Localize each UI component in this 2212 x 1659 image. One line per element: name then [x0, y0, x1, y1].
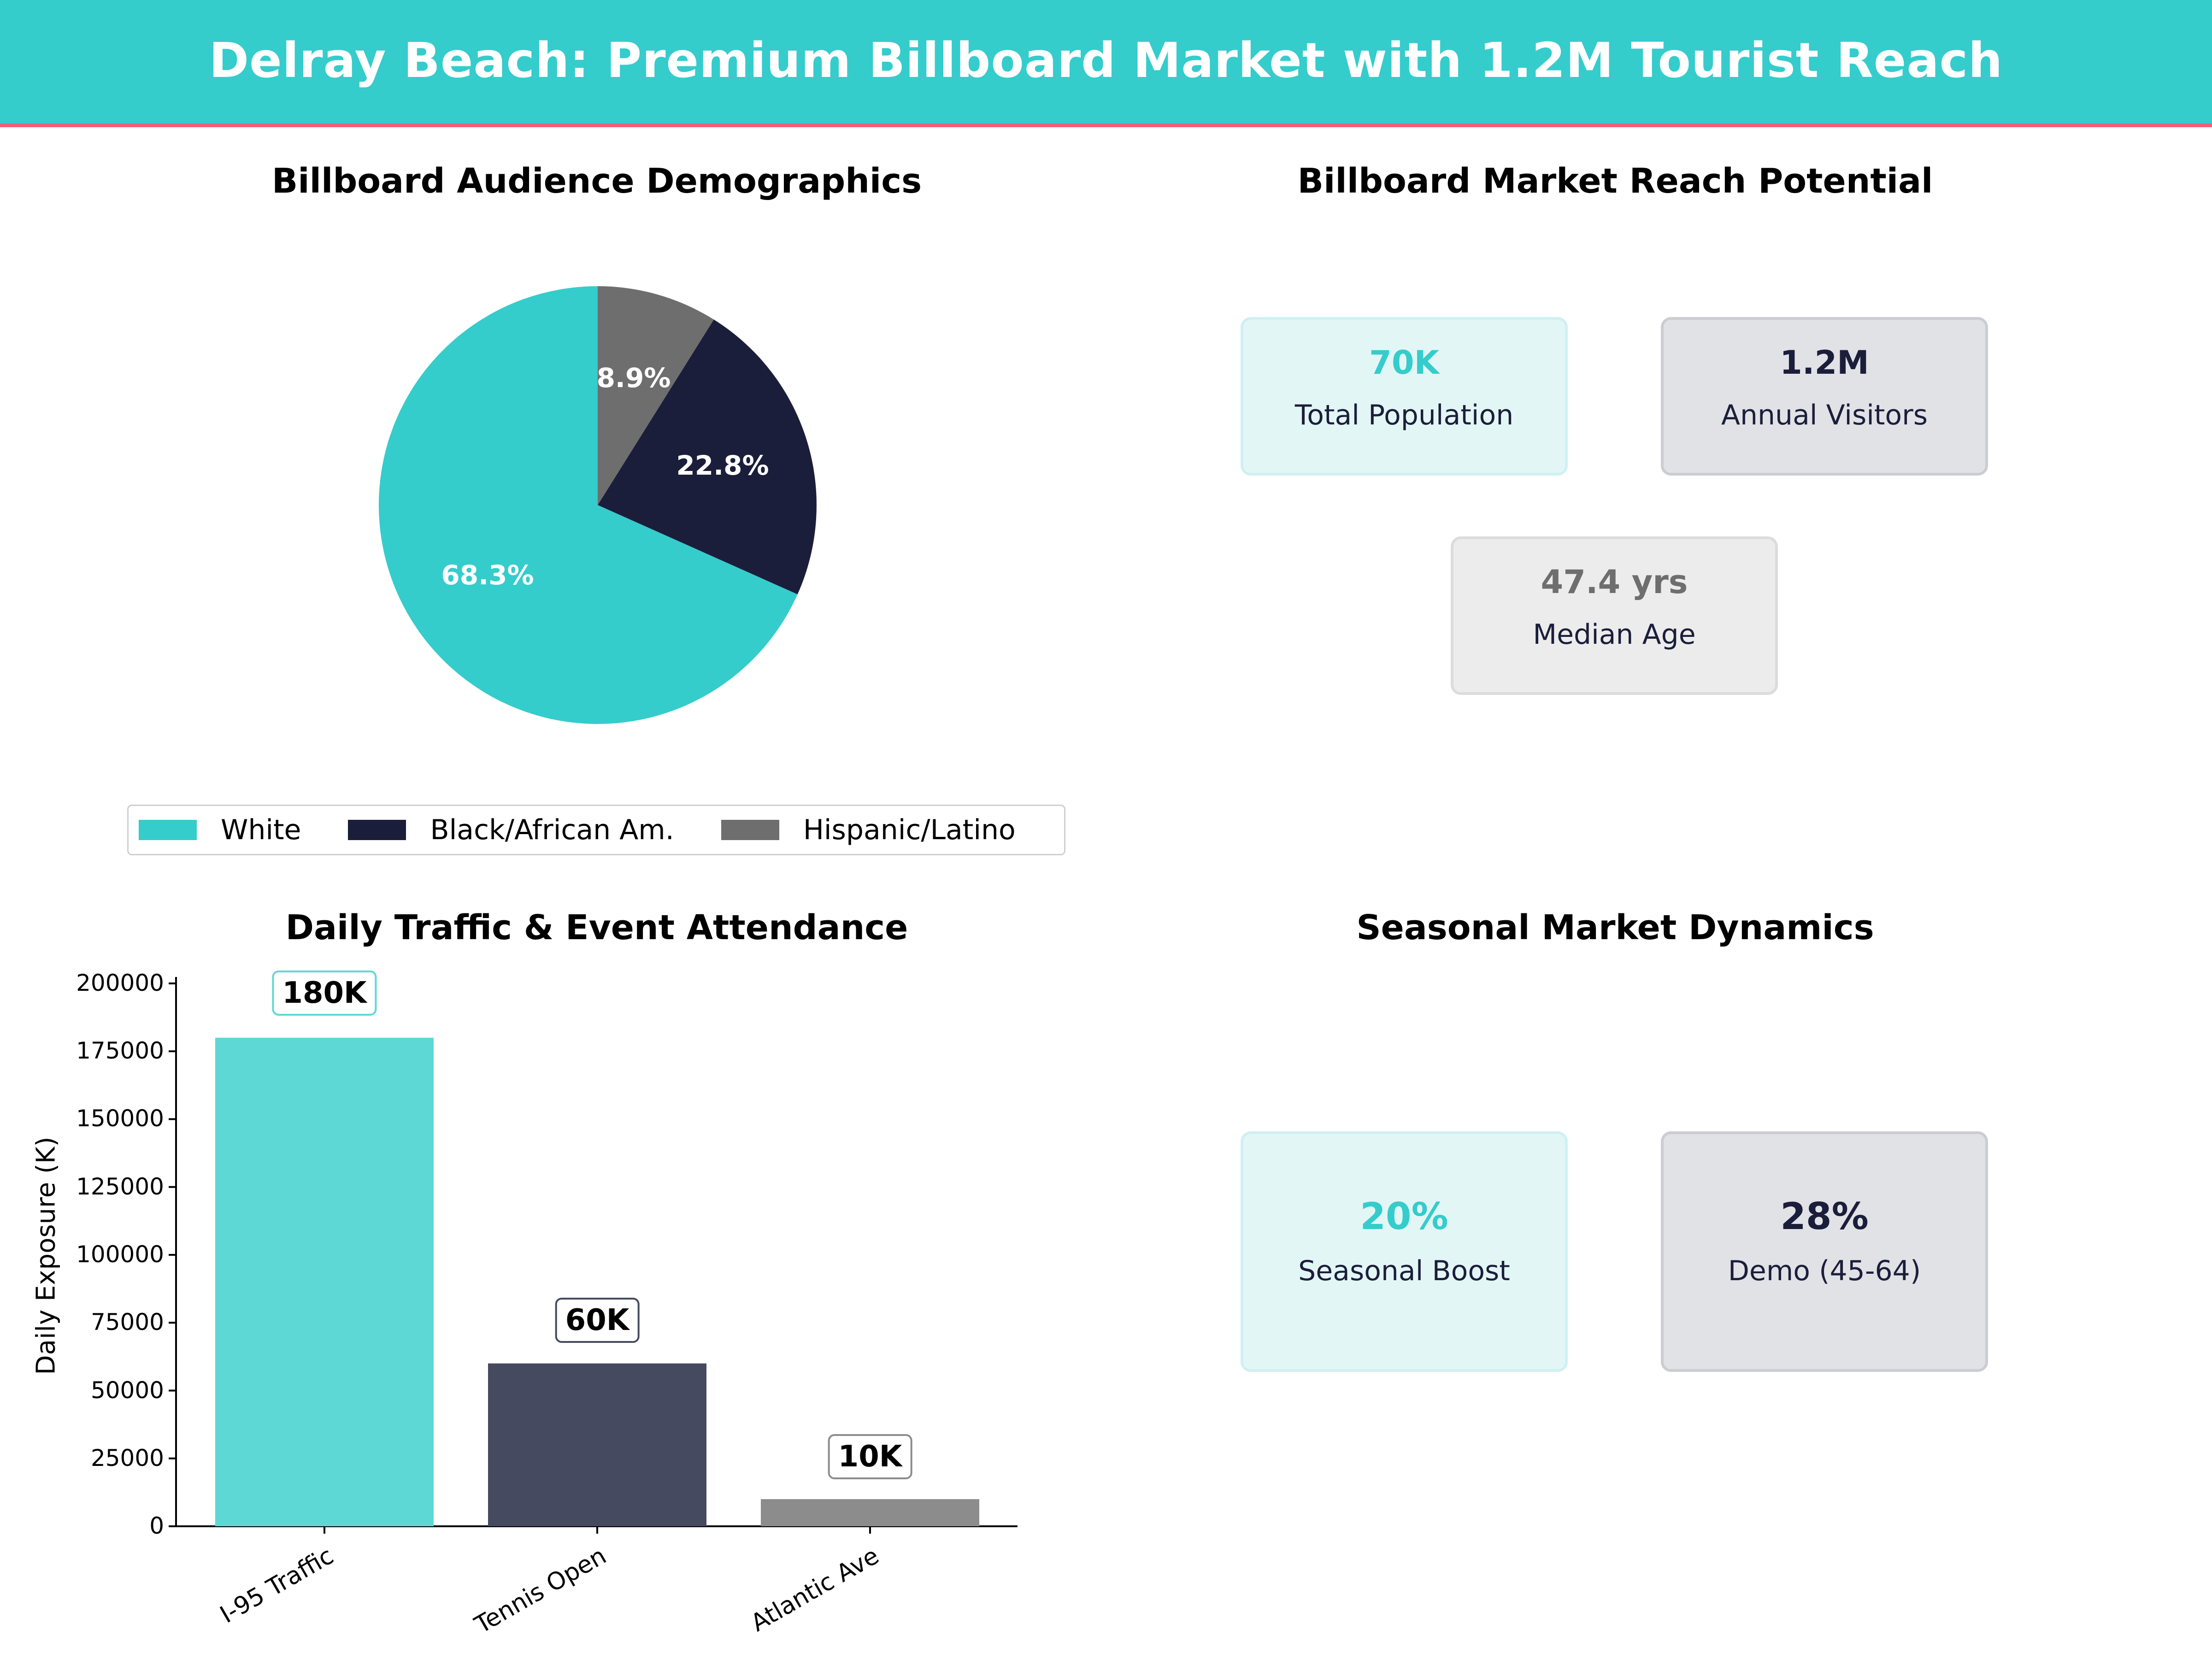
x-ticks: [324, 1526, 871, 1534]
stat-value: 70K: [1369, 344, 1439, 382]
bar-value-label: 10K: [828, 1434, 912, 1479]
y-tick-label: 50000: [90, 1377, 164, 1404]
y-tick-label: 200000: [76, 970, 164, 996]
legend-label: Hispanic/Latino: [803, 814, 1016, 846]
bar-atlantic-ave: [761, 1499, 979, 1526]
y-tick-label: 100000: [76, 1241, 164, 1268]
stat-card-seasonal-boost: 20% Seasonal Boost: [1241, 1131, 1568, 1372]
bar-value-label: 60K: [555, 1298, 640, 1343]
stat-value: 20%: [1360, 1195, 1448, 1238]
seasonal-title: Seasonal Market Dynamics: [1356, 908, 1874, 947]
pie-slice-hispanic: [598, 286, 714, 505]
pie-legend: White Black/African Am. Hispanic/Latino: [127, 805, 1065, 855]
y-axis-label: Daily Exposure (K): [31, 1136, 61, 1375]
y-tick-label: 0: [149, 1512, 164, 1539]
legend-swatch-black: [348, 820, 406, 840]
legend-item-hispanic: Hispanic/Latino: [721, 814, 1016, 846]
legend-label: White: [221, 814, 301, 846]
pie-label-hispanic: 8.9%: [596, 362, 671, 394]
reach-title: Billboard Market Reach Potential: [1297, 161, 1933, 201]
stat-card-median-age: 47.4 yrs Median Age: [1451, 536, 1778, 695]
pie-label-white: 68.3%: [441, 559, 534, 591]
bar-value-label: 180K: [272, 971, 377, 1016]
pie-slice-white: [378, 286, 798, 724]
stat-label: Total Population: [1294, 399, 1514, 431]
stat-card-population: 70K Total Population: [1241, 317, 1568, 476]
stat-label: Demo (45-64): [1728, 1255, 1921, 1287]
traffic-title: Daily Traffic & Event Attendance: [285, 908, 908, 947]
y-ticks: [169, 982, 176, 1527]
legend-swatch-hispanic: [721, 820, 779, 840]
stat-label: Median Age: [1533, 618, 1696, 651]
bar-i95-traffic: [215, 1037, 434, 1526]
stat-label: Seasonal Boost: [1298, 1255, 1510, 1287]
y-tick-label: 125000: [76, 1173, 164, 1200]
stat-card-visitors: 1.2M Annual Visitors: [1661, 317, 1988, 476]
y-tick-label: 75000: [90, 1309, 164, 1335]
pie-slice-black: [598, 319, 817, 594]
header-banner: Delray Beach: Premium Billboard Market w…: [0, 0, 2212, 127]
legend-label: Black/African Am.: [430, 814, 674, 846]
stat-value: 28%: [1780, 1195, 1869, 1238]
stat-card-demo-45-64: 28% Demo (45-64): [1661, 1131, 1988, 1372]
demographics-title: Billboard Audience Demographics: [271, 161, 922, 201]
stat-value: 1.2M: [1780, 344, 1869, 382]
stat-value: 47.4 yrs: [1541, 563, 1688, 601]
bar-tennis-open: [488, 1363, 706, 1526]
legend-item-black: Black/African Am.: [348, 814, 674, 846]
y-tick-label: 150000: [76, 1105, 164, 1132]
legend-item-white: White: [139, 814, 301, 846]
stat-label: Annual Visitors: [1721, 399, 1928, 431]
y-tick-label: 25000: [90, 1445, 164, 1471]
y-tick-label: 175000: [76, 1037, 164, 1064]
pie-label-black: 22.8%: [676, 450, 769, 481]
legend-swatch-white: [139, 820, 197, 840]
page-title: Delray Beach: Premium Billboard Market w…: [209, 32, 2003, 88]
